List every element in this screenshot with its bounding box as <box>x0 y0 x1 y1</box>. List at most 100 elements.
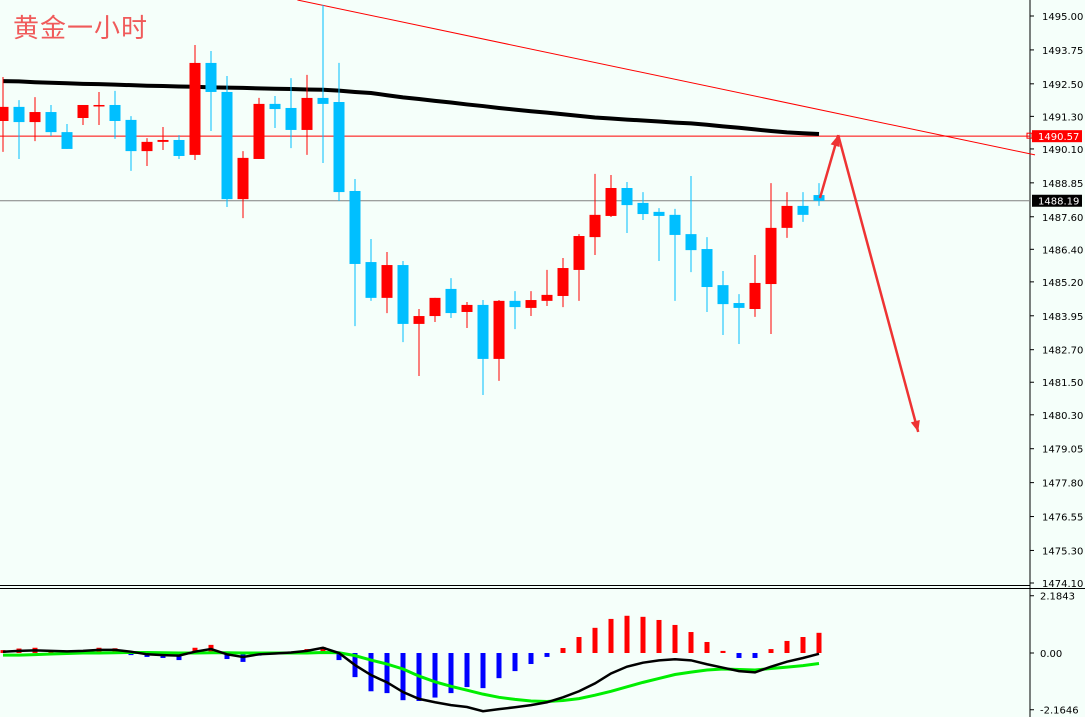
candle-body <box>333 101 345 193</box>
candle-body <box>445 288 457 314</box>
candle-body <box>285 107 297 130</box>
candle <box>637 192 649 221</box>
candle-body <box>157 139 169 142</box>
macd-histogram-bar <box>528 653 534 665</box>
candle-body <box>125 119 137 152</box>
candle-body <box>413 316 425 324</box>
current-price-text: 1488.19 <box>1038 197 1079 208</box>
candle <box>381 252 393 314</box>
candle-body <box>637 202 649 215</box>
macd-histogram-bar <box>640 616 646 653</box>
candle <box>685 176 697 273</box>
candle-body <box>45 112 57 133</box>
candle-body <box>557 268 569 296</box>
candle <box>733 294 745 344</box>
macd-histogram-bar <box>592 627 598 653</box>
candle-body <box>237 157 249 200</box>
candle-body <box>109 104 121 121</box>
candle-body <box>61 132 73 149</box>
macd-histogram-bar <box>320 646 326 653</box>
y-tick-label: 1485.20 <box>1042 278 1083 289</box>
candle <box>109 90 121 139</box>
macd-histogram-bar <box>512 653 518 672</box>
candle <box>253 97 265 159</box>
candle <box>461 301 473 328</box>
candle-body <box>605 187 617 216</box>
candle <box>525 291 537 317</box>
arrowhead-icon <box>910 420 920 432</box>
candle-body <box>205 62 217 92</box>
candle <box>589 173 601 256</box>
macd-histogram-bar <box>608 618 614 653</box>
candle-body <box>397 265 409 324</box>
macd-histogram-bar <box>224 653 230 660</box>
macd-histogram-bar <box>480 653 486 689</box>
candle <box>0 77 9 152</box>
candle-body <box>189 62 201 155</box>
y-tick-label: 1474.10 <box>1042 579 1083 590</box>
candle <box>93 91 105 126</box>
candle <box>429 297 441 323</box>
macd-histogram-bar <box>736 653 742 658</box>
macd-histogram-bar <box>752 653 758 658</box>
macd-histogram-bar <box>800 637 806 653</box>
candle <box>749 255 761 317</box>
candle <box>541 269 553 307</box>
candle <box>349 179 361 327</box>
candle-body <box>93 104 105 107</box>
macd-tick-label: 0.00 <box>1040 649 1062 660</box>
y-tick-label: 1493.75 <box>1042 46 1083 57</box>
candle-body <box>173 139 185 156</box>
macd-histogram-bar <box>496 653 502 679</box>
candle <box>445 278 457 318</box>
candle-body <box>493 300 505 359</box>
candle-body <box>781 205 793 228</box>
macd-histogram-bar <box>688 632 694 653</box>
macd-histogram-bar <box>448 653 454 694</box>
candle-body <box>221 91 233 200</box>
candle <box>605 174 617 218</box>
candle-body <box>589 214 601 238</box>
macd-histogram-bar <box>720 650 726 653</box>
candle-body <box>573 236 585 270</box>
y-tick-label: 1486.40 <box>1042 245 1083 256</box>
candle-body <box>733 303 745 308</box>
candle <box>477 300 489 395</box>
resistance-price-tag <box>1032 130 1082 143</box>
price-marker-icon <box>1026 132 1033 139</box>
candle <box>189 45 201 161</box>
macd-histogram-bar <box>704 641 710 653</box>
macd-histogram-bar <box>464 653 470 688</box>
candle <box>301 74 313 155</box>
arrowhead-icon <box>830 135 840 148</box>
candle <box>285 78 297 149</box>
moving-average-line <box>2 79 820 137</box>
candle <box>61 123 73 149</box>
candle-body <box>29 112 41 123</box>
y-tick-label: 1495.00 <box>1042 12 1083 23</box>
candle <box>221 75 233 207</box>
y-tick-label: 1492.50 <box>1042 80 1083 91</box>
y-tick-label: 1475.30 <box>1042 546 1083 557</box>
candle-body <box>253 103 265 159</box>
macd-histogram-bar <box>192 647 198 653</box>
candle <box>621 182 633 234</box>
candle-body <box>685 234 697 251</box>
candle <box>797 192 809 222</box>
macd-histogram-bar <box>672 624 678 653</box>
candle <box>669 208 681 301</box>
macd-histogram-bar <box>560 648 566 653</box>
y-tick-label: 1487.60 <box>1042 213 1083 224</box>
candle <box>365 239 377 301</box>
candle-body <box>509 300 521 308</box>
candle-body <box>317 97 329 104</box>
candle-body <box>749 282 761 309</box>
y-tick-label: 1480.30 <box>1042 411 1083 422</box>
candle <box>13 100 25 159</box>
candle <box>765 183 777 334</box>
y-tick-label: 1483.95 <box>1042 312 1083 323</box>
candle <box>813 183 825 206</box>
candle-body <box>13 106 25 123</box>
